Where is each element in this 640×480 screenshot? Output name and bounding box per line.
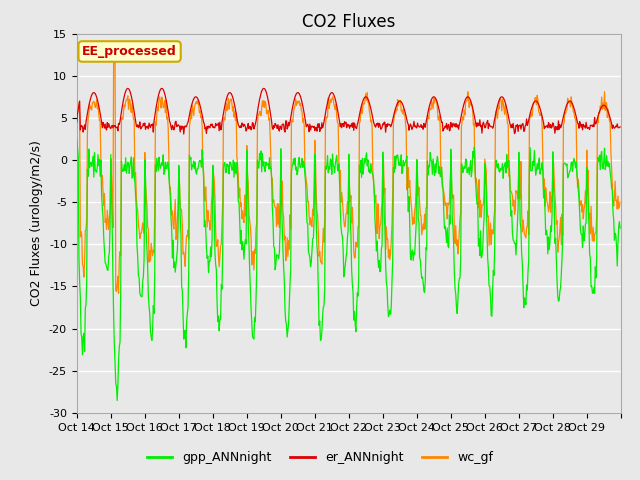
gpp_ANNnight <box>138 294 145 300</box>
gpp_ANNnight <box>73 136 81 142</box>
Line: wc_gf: wc_gf <box>77 59 620 293</box>
Legend: gpp_ANNnight, er_ANNnight, wc_gf: gpp_ANNnight, er_ANNnight, wc_gf <box>142 446 498 469</box>
er_ANNnight <box>285 123 293 129</box>
er_ANNnight <box>124 85 132 91</box>
wc_gf <box>115 290 122 296</box>
gpp_ANNnight <box>285 321 292 326</box>
wc_gf <box>436 122 444 128</box>
Y-axis label: CO2 Fluxes (urology/m2/s): CO2 Fluxes (urology/m2/s) <box>30 140 44 306</box>
gpp_ANNnight <box>264 161 272 167</box>
wc_gf <box>238 216 246 221</box>
er_ANNnight <box>238 120 246 126</box>
wc_gf <box>110 56 118 62</box>
gpp_ANNnight <box>436 164 444 169</box>
er_ANNnight <box>138 125 145 131</box>
gpp_ANNnight <box>237 228 245 233</box>
wc_gf <box>285 246 293 252</box>
Line: er_ANNnight: er_ANNnight <box>77 88 620 134</box>
er_ANNnight <box>180 131 188 137</box>
wc_gf <box>616 199 624 205</box>
Text: EE_processed: EE_processed <box>82 45 177 58</box>
Title: CO2 Fluxes: CO2 Fluxes <box>302 12 396 31</box>
gpp_ANNnight <box>113 397 121 403</box>
gpp_ANNnight <box>405 194 413 200</box>
er_ANNnight <box>73 119 81 125</box>
er_ANNnight <box>616 124 624 130</box>
gpp_ANNnight <box>616 225 624 231</box>
Line: gpp_ANNnight: gpp_ANNnight <box>77 139 620 400</box>
er_ANNnight <box>436 112 444 118</box>
wc_gf <box>406 178 413 183</box>
wc_gf <box>265 117 273 123</box>
wc_gf <box>73 98 81 104</box>
er_ANNnight <box>265 100 273 106</box>
wc_gf <box>138 226 146 232</box>
er_ANNnight <box>406 123 413 129</box>
